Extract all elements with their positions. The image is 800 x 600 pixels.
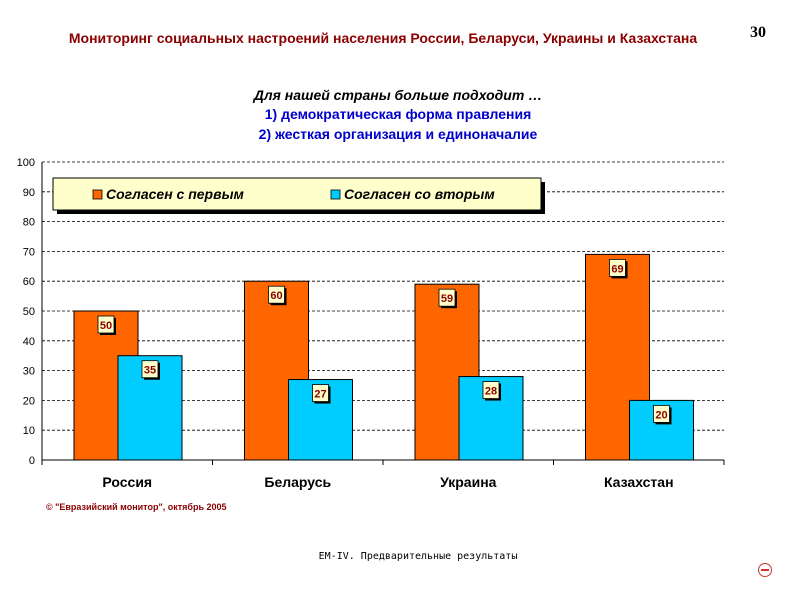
footer-text: EM-IV. Предварительные результаты (318, 551, 518, 562)
x-tick-label: Россия (102, 474, 152, 490)
legend-swatch (92, 189, 103, 200)
copyright-note: © "Евразийский монитор", октябрь 2005 (46, 502, 227, 512)
y-tick-label: 90 (23, 187, 35, 199)
option-2-text: 2) жесткая организация и единоначалие (258, 126, 538, 142)
y-tick-label: 50 (23, 306, 35, 318)
y-tick-label: 100 (17, 157, 35, 169)
legend-label: Согласен со вторым (344, 186, 495, 202)
data-label-box (312, 384, 329, 402)
bar-second (288, 379, 353, 461)
data-label: 28 (485, 386, 497, 398)
legend-swatch (330, 189, 341, 200)
data-label: 20 (655, 409, 667, 421)
data-label: 60 (270, 290, 282, 302)
data-label: 59 (441, 293, 453, 305)
y-tick-label: 0 (29, 455, 35, 467)
x-tick-label: Украина (440, 474, 497, 490)
page-number: 30 (750, 24, 766, 41)
option-1-text: 1) демократическая форма правления (264, 106, 532, 122)
legend-label: Согласен с первым (106, 186, 245, 202)
data-label: 35 (144, 365, 156, 377)
y-tick-label: 70 (23, 246, 35, 258)
y-tick-label: 80 (23, 217, 35, 229)
data-label-box (653, 404, 670, 423)
x-tick-label: Беларусь (264, 474, 331, 490)
data-label-box (609, 258, 626, 277)
y-tick-label: 10 (23, 425, 35, 437)
legend (52, 177, 542, 211)
data-label-box (97, 315, 115, 334)
bar-chart: 0 10 20 30 40 50 60 70 80 90 100 Россия 50 35 Беларусь… (17, 157, 725, 490)
y-tick-label: 60 (23, 276, 35, 288)
data-label-box (438, 288, 456, 307)
x-tick-label: Казахстан (604, 474, 674, 490)
question-text: Для нашей страны больше подходит … (253, 87, 543, 103)
data-label-box (482, 381, 500, 399)
navigation-icon[interactable] (758, 563, 772, 577)
header-title: Мониторинг социальных настроений населен… (68, 30, 698, 46)
y-tick-label: 20 (23, 395, 35, 407)
y-tick-label: 30 (23, 366, 35, 378)
data-label: 69 (611, 263, 623, 275)
data-label-box (141, 360, 159, 379)
data-label-box (268, 285, 285, 304)
y-tick-label: 40 (23, 336, 35, 348)
data-label: 27 (314, 389, 326, 401)
data-label: 50 (100, 320, 112, 332)
